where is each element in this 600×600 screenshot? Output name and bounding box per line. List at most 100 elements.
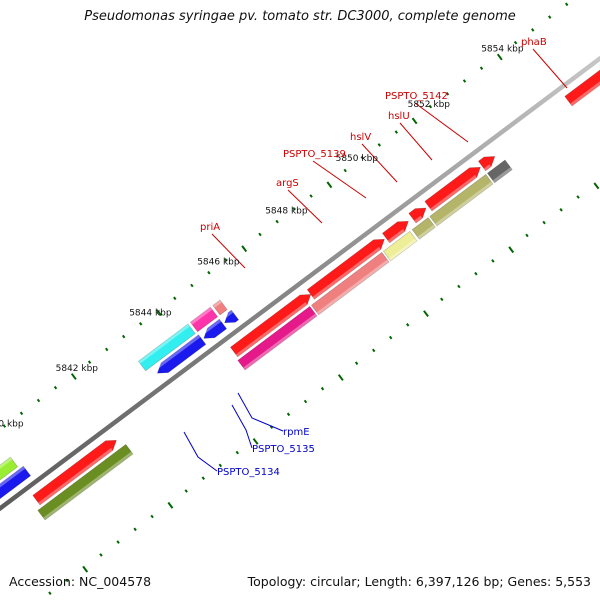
gene-block[interactable]: [564, 36, 600, 107]
outer-tick: [99, 553, 103, 557]
gene-block[interactable]: [429, 173, 494, 227]
gene-label-hslu: hslU: [388, 111, 410, 122]
scale-label: 5850 kbp: [336, 154, 379, 164]
inner-tick: [445, 92, 450, 96]
gene-block[interactable]: [306, 238, 385, 300]
outer-tick: [423, 310, 429, 317]
gene-highlight: [138, 324, 190, 364]
inner-tick: [207, 270, 211, 275]
gene-block[interactable]: [486, 159, 513, 184]
gene-highlight: [414, 215, 423, 223]
gene-block[interactable]: [37, 443, 134, 521]
gene-block[interactable]: [203, 318, 228, 339]
leader-line: [237, 392, 284, 432]
gene-label-hslv: hslV: [350, 132, 371, 143]
gene-block[interactable]: [477, 156, 496, 172]
outer-tick: [525, 233, 529, 238]
leader-line: [211, 233, 246, 269]
outer-tick: [82, 565, 89, 573]
outer-tick: [150, 514, 154, 519]
inner-tick: [87, 360, 92, 364]
gene-block[interactable]: [424, 166, 481, 212]
gene-features[interactable]: [0, 36, 600, 521]
gene-highlight: [43, 451, 134, 520]
scale-label: 5852 kbp: [408, 100, 451, 110]
inner-tick: [479, 66, 484, 70]
inner-tick: [36, 398, 41, 403]
inner-tick: [139, 322, 143, 326]
inner-tick: [394, 130, 399, 134]
inner-tick: [156, 309, 162, 316]
gene-block[interactable]: [137, 323, 196, 372]
outer-tick: [559, 208, 563, 212]
gene-block[interactable]: [0, 465, 32, 510]
inner-tick: [275, 219, 279, 224]
gene-highlight: [0, 466, 26, 488]
scale-label: 5844 kbp: [129, 309, 172, 319]
gene-block[interactable]: [381, 220, 409, 244]
gene-block[interactable]: [310, 251, 390, 316]
inner-tick: [428, 104, 433, 109]
gene-block[interactable]: [382, 230, 418, 262]
gene-block[interactable]: [212, 299, 228, 316]
gene-block[interactable]: [156, 334, 207, 374]
inner-tick: [547, 15, 552, 19]
outer-tick: [133, 527, 137, 532]
scale-label: 5848 kbp: [265, 207, 308, 217]
gene-block[interactable]: [411, 217, 436, 240]
inner-tick: [241, 245, 248, 253]
gene-block[interactable]: [32, 439, 117, 506]
outer-tick: [542, 220, 546, 225]
inner-tick: [462, 79, 467, 83]
leader-line: [399, 122, 433, 161]
gene-highlight: [316, 259, 389, 315]
inner-tick: [173, 296, 177, 301]
gene-highlight: [212, 300, 222, 308]
leader-line: [287, 189, 323, 224]
outer-tick: [201, 476, 205, 480]
outer-tick: [116, 540, 120, 544]
map-title: Pseudomonas syringae pv. tomato str. DC3…: [84, 9, 516, 24]
gene-highlight: [312, 247, 381, 300]
gene-block[interactable]: [224, 309, 240, 324]
gene-highlight: [417, 224, 436, 240]
outer-tick: [184, 489, 188, 493]
gene-highlight: [38, 448, 113, 505]
outer-tick: [371, 348, 376, 353]
outer-tick: [252, 438, 259, 445]
gene-block[interactable]: [237, 305, 318, 371]
gene-block[interactable]: [189, 306, 219, 333]
inner-tick: [53, 385, 58, 390]
outer-tick: [491, 259, 495, 263]
inner-tick: [377, 143, 382, 147]
gene-block[interactable]: [408, 207, 427, 224]
gene-label-pspto_5139: PSPTO_5139: [283, 149, 346, 160]
gene-highlight: [430, 175, 477, 211]
scale-label: 5846 kbp: [197, 258, 240, 268]
gene-block[interactable]: [229, 294, 312, 358]
outer-tick: [576, 195, 580, 199]
leader-line: [231, 404, 253, 449]
leader-line: [312, 160, 367, 199]
gene-label-rpme: rpmE: [283, 427, 310, 438]
gene-highlight: [153, 334, 201, 371]
outer-tick: [218, 463, 222, 468]
gene-block[interactable]: [0, 456, 19, 503]
gene-highlight: [221, 310, 234, 321]
inner-tick: [70, 373, 77, 380]
gene-label-pspto_5142: PSPTO_5142: [385, 91, 448, 102]
gene-highlight: [388, 238, 417, 261]
scale-label: 5854 kbp: [481, 45, 524, 55]
inner-tick: [360, 155, 365, 160]
scale-label: 5840 kbp: [0, 420, 24, 430]
inner-tick: [19, 411, 24, 416]
gene-highlight: [435, 181, 493, 226]
outer-tick: [388, 335, 393, 340]
outer-tick: [474, 271, 478, 276]
outer-tick: [320, 386, 325, 391]
accession-text: Accession: NC_004578: [9, 574, 152, 589]
gene-highlight: [483, 164, 492, 171]
outer-tick: [354, 361, 359, 365]
